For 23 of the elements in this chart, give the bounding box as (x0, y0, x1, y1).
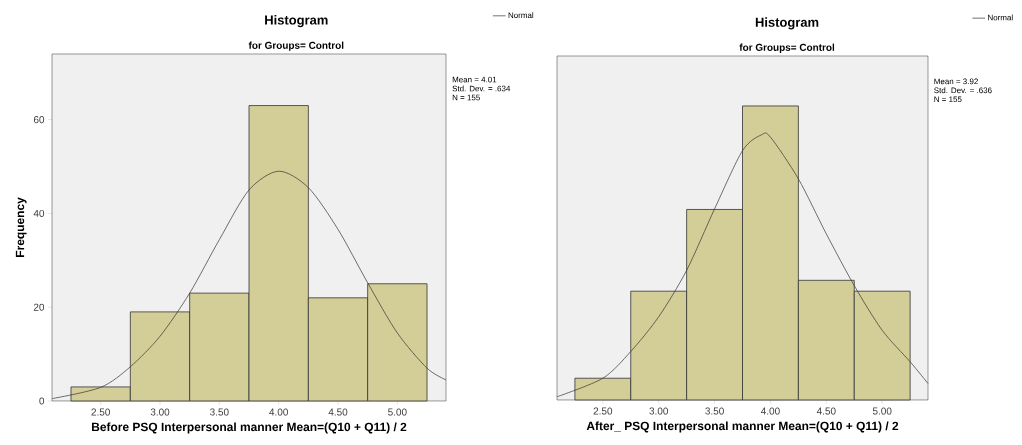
chart-subtitle: for Groups= Control (248, 41, 344, 51)
x-tick-label: 2.50 (91, 408, 110, 416)
y-axis-title: Frequency (15, 197, 27, 257)
x-tick-label: 5.00 (388, 408, 407, 416)
chart-subtitle: for Groups= Control (739, 43, 835, 53)
x-axis-title: Before PSQ Interpersonal manner Mean=(Q10 + Q11) / 2 (92, 422, 407, 434)
x-tick-label: 3.00 (649, 407, 669, 415)
x-tick-label: 4.00 (269, 408, 288, 416)
x-axis-title: After_ PSQ Interpersonal manner Mean=(Q10 + Q11) / 2 (586, 421, 899, 433)
x-tick-label: 3.00 (150, 408, 170, 416)
y-tick-label: 20 (33, 303, 45, 311)
x-tick-label: 4.00 (760, 407, 780, 415)
x-tick-label: 3.50 (705, 407, 724, 415)
chart-title: Histogram (755, 17, 819, 30)
x-tick-label: 4.50 (816, 407, 836, 415)
chart-title: Histogram (265, 15, 328, 28)
y-tick-label: 60 (33, 116, 45, 124)
x-tick-label: 5.00 (872, 407, 892, 415)
x-tick-label: 2.50 (593, 407, 613, 415)
x-tick-label: 4.50 (328, 408, 348, 416)
y-tick-label: 0 (39, 397, 45, 405)
y-tick-label: 40 (33, 209, 45, 217)
x-tick-label: 3.50 (210, 408, 229, 416)
